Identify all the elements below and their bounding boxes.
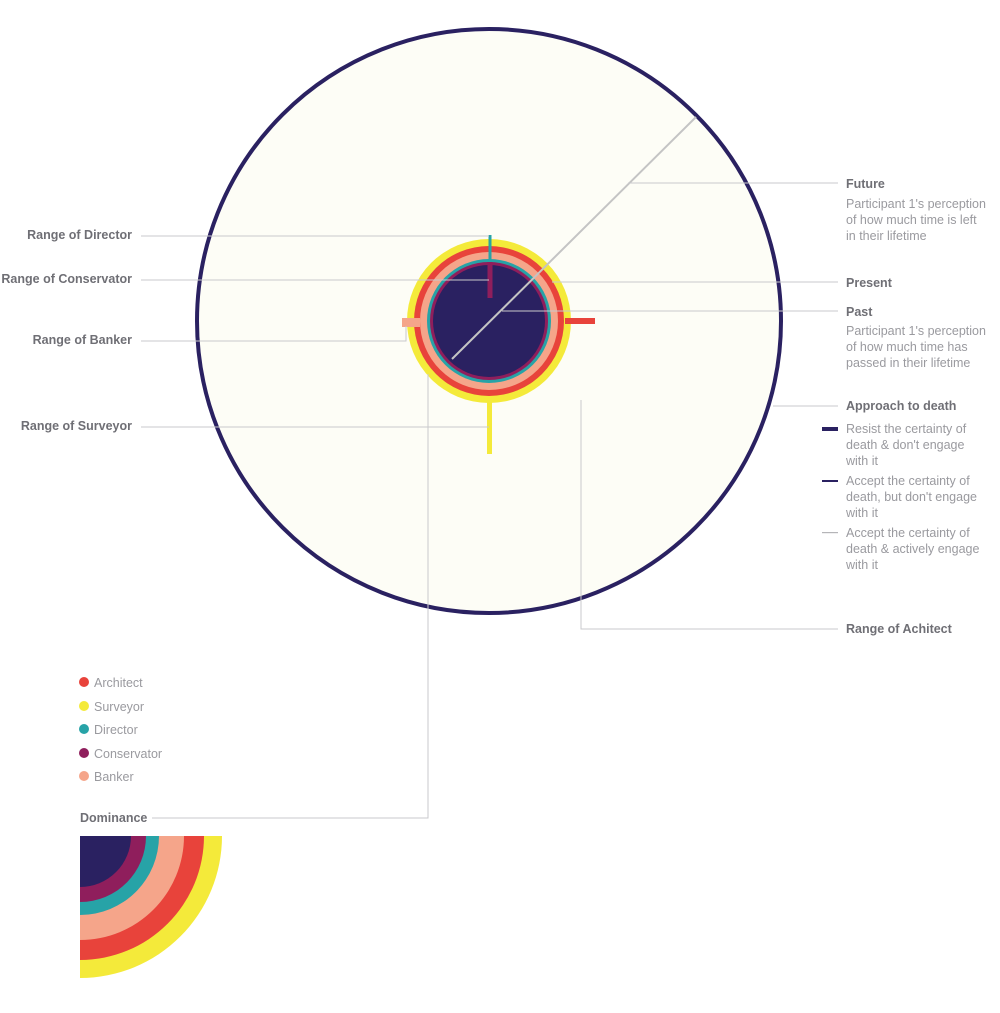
legend-dot-conservator xyxy=(79,748,89,758)
approach-legend-item-accept-no-engage: Accept the certainty of death, but don't… xyxy=(822,474,977,520)
dominance-quarter-rings xyxy=(80,836,222,978)
conservator-range-marker xyxy=(487,262,493,298)
approach-item-3-line-2: death & actively engage xyxy=(846,542,979,556)
banker-leader-line xyxy=(141,326,407,342)
dominance-title: Dominance xyxy=(80,811,147,825)
thin-line-swatch xyxy=(822,532,838,534)
legend-label-conservator: Conservator xyxy=(94,747,162,761)
medium-line-swatch xyxy=(822,480,838,482)
approach-item-1-line-2: death & don't engage xyxy=(846,438,965,452)
color-legend: Architect Surveyor Director Conservator … xyxy=(79,676,162,784)
future-title: Future xyxy=(846,177,885,191)
approach-item-2-line-3: with it xyxy=(845,506,878,520)
future-desc-line-3: in their lifetime xyxy=(846,229,927,243)
approach-item-1-line-1: Resist the certainty of xyxy=(846,422,967,436)
legend-dot-director xyxy=(79,724,89,734)
legend-label-surveyor: Surveyor xyxy=(94,700,144,714)
range-of-conservator-label: Range of Conservator xyxy=(1,272,132,286)
range-of-architect-label: Range of Achitect xyxy=(846,622,953,636)
dominance-leader-line xyxy=(152,374,429,819)
past-title: Past xyxy=(846,305,873,319)
approach-to-death-title: Approach to death xyxy=(846,399,956,413)
legend-dot-architect xyxy=(79,677,89,687)
legend-label-director: Director xyxy=(94,723,138,737)
dominance-core xyxy=(80,836,131,887)
banker-range-marker xyxy=(402,318,420,327)
future-desc-line-1: Participant 1's perception xyxy=(846,197,986,211)
past-desc-line-2: of how much time has xyxy=(846,340,968,354)
thick-line-swatch xyxy=(822,427,838,431)
approach-item-3-line-3: with it xyxy=(845,558,878,572)
architect-leader-line xyxy=(580,400,838,630)
legend-label-architect: Architect xyxy=(94,676,143,690)
legend-dot-surveyor xyxy=(79,701,89,711)
approach-item-2-line-2: death, but don't engage xyxy=(846,490,977,504)
present-title: Present xyxy=(846,276,893,290)
approach-legend-item-resist: Resist the certainty of death & don't en… xyxy=(822,422,967,468)
range-of-surveyor-label: Range of Surveyor xyxy=(21,419,132,433)
approach-item-2-line-1: Accept the certainty of xyxy=(846,474,970,488)
legend-dot-banker xyxy=(79,771,89,781)
past-desc-line-1: Participant 1's perception xyxy=(846,324,986,338)
architect-range-marker xyxy=(565,318,595,324)
approach-legend-item-accept-engage: Accept the certainty of death & actively… xyxy=(822,526,979,572)
range-of-director-label: Range of Director xyxy=(27,228,132,242)
approach-item-3-line-1: Accept the certainty of xyxy=(846,526,970,540)
surveyor-range-marker xyxy=(487,402,492,454)
past-desc-line-3: passed in their lifetime xyxy=(846,356,970,370)
range-of-banker-label: Range of Banker xyxy=(33,333,132,347)
future-desc-line-2: of how much time is left xyxy=(846,213,977,227)
director-range-marker xyxy=(488,235,492,265)
approach-item-1-line-3: with it xyxy=(845,454,878,468)
time-perception-line xyxy=(451,116,697,360)
legend-label-banker: Banker xyxy=(94,770,134,784)
